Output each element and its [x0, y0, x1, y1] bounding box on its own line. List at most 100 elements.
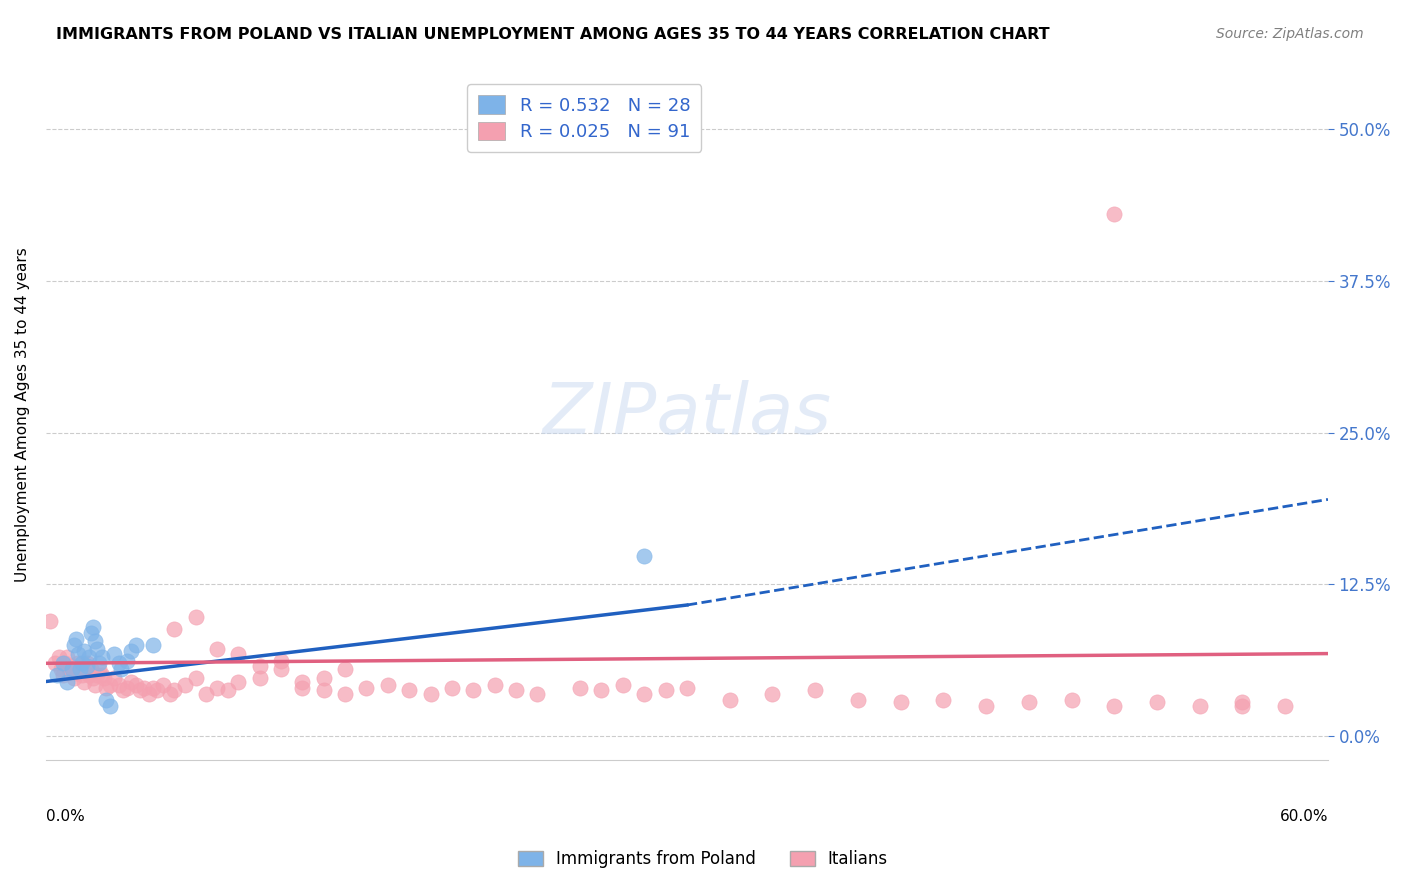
Point: [591, 683, 613, 698]
Point: [107, 657, 129, 671]
Point: [974, 698, 997, 713]
Point: [654, 683, 676, 698]
Point: [45, 668, 67, 682]
Point: [77, 650, 100, 665]
Point: [612, 678, 634, 692]
Point: [146, 683, 169, 698]
Point: [377, 678, 399, 692]
Point: [115, 681, 138, 695]
Point: [890, 695, 912, 709]
Point: [1188, 698, 1211, 713]
Point: [761, 687, 783, 701]
Point: [312, 683, 335, 698]
Point: [1232, 698, 1254, 713]
Point: [39, 614, 62, 628]
Point: [86, 641, 108, 656]
Point: [65, 665, 87, 680]
Point: [44, 657, 66, 671]
Point: [52, 657, 75, 671]
Point: [65, 632, 87, 646]
Point: [226, 674, 249, 689]
Text: 60.0%: 60.0%: [1279, 809, 1327, 824]
Point: [217, 683, 239, 698]
Point: [125, 638, 148, 652]
Point: [249, 671, 271, 685]
Point: [98, 698, 121, 713]
Point: [1232, 695, 1254, 709]
Point: [86, 668, 108, 682]
Point: [84, 634, 107, 648]
Point: [80, 662, 103, 676]
Legend: R = 0.532   N = 28, R = 0.025   N = 91: R = 0.532 N = 28, R = 0.025 N = 91: [468, 85, 702, 152]
Point: [80, 626, 103, 640]
Point: [152, 678, 174, 692]
Point: [159, 687, 181, 701]
Point: [142, 681, 165, 695]
Point: [129, 683, 152, 698]
Point: [205, 641, 228, 656]
Point: [226, 647, 249, 661]
Point: [66, 657, 89, 671]
Point: [270, 654, 292, 668]
Point: [1018, 695, 1040, 709]
Point: [90, 668, 112, 682]
Point: [89, 657, 111, 671]
Point: [69, 662, 91, 676]
Point: [69, 662, 91, 676]
Point: [205, 681, 228, 695]
Point: [111, 683, 134, 698]
Point: [115, 654, 138, 668]
Point: [846, 692, 869, 706]
Point: [505, 683, 527, 698]
Point: [82, 671, 104, 685]
Point: [356, 681, 378, 695]
Point: [249, 658, 271, 673]
Point: [142, 638, 165, 652]
Point: [90, 650, 112, 665]
Point: [82, 620, 104, 634]
Point: [58, 662, 80, 676]
Point: [107, 678, 129, 692]
Point: [333, 687, 356, 701]
Point: [1104, 698, 1126, 713]
Point: [932, 692, 955, 706]
Point: [718, 692, 741, 706]
Point: [804, 683, 827, 698]
Point: [676, 681, 699, 695]
Point: [103, 647, 125, 661]
Point: [333, 662, 356, 676]
Text: IMMIGRANTS FROM POLAND VS ITALIAN UNEMPLOYMENT AMONG AGES 35 TO 44 YEARS CORRELA: IMMIGRANTS FROM POLAND VS ITALIAN UNEMPL…: [56, 27, 1050, 42]
Point: [72, 668, 94, 682]
Point: [134, 681, 156, 695]
Point: [195, 687, 218, 701]
Point: [56, 674, 79, 689]
Point: [1146, 695, 1168, 709]
Point: [526, 687, 548, 701]
Point: [94, 692, 117, 706]
Point: [110, 662, 132, 676]
Point: [569, 681, 592, 695]
Point: [56, 650, 79, 665]
Point: [633, 549, 655, 564]
Point: [440, 681, 463, 695]
Point: [77, 668, 100, 682]
Point: [49, 662, 72, 676]
Point: [52, 668, 75, 682]
Point: [53, 657, 76, 671]
Point: [633, 687, 655, 701]
Point: [62, 638, 84, 652]
Point: [73, 674, 96, 689]
Point: [184, 671, 207, 685]
Point: [291, 681, 314, 695]
Point: [398, 683, 420, 698]
Point: [103, 671, 125, 685]
Point: [125, 678, 148, 692]
Point: [76, 657, 98, 671]
Point: [66, 647, 89, 661]
Point: [184, 610, 207, 624]
Point: [89, 662, 111, 676]
Point: [94, 681, 117, 695]
Point: [73, 644, 96, 658]
Point: [163, 683, 186, 698]
Point: [120, 674, 142, 689]
